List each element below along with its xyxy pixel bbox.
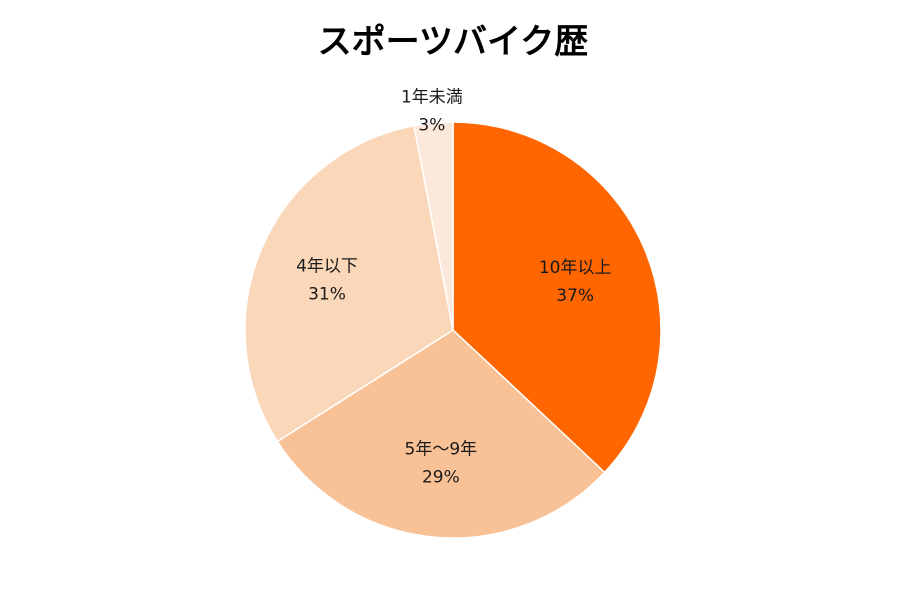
slice-percent-label: 37%	[556, 286, 594, 306]
slice-percent-label: 29%	[422, 467, 460, 487]
slice-category-label: 1年未満	[401, 87, 463, 107]
slice-category-label: 5年～9年	[405, 439, 478, 459]
slice-category-label: 10年以上	[539, 258, 612, 278]
slice-category-label: 4年以下	[296, 256, 358, 276]
slice-percent-label: 31%	[308, 284, 346, 304]
slice-percent-label: 3%	[418, 115, 445, 135]
